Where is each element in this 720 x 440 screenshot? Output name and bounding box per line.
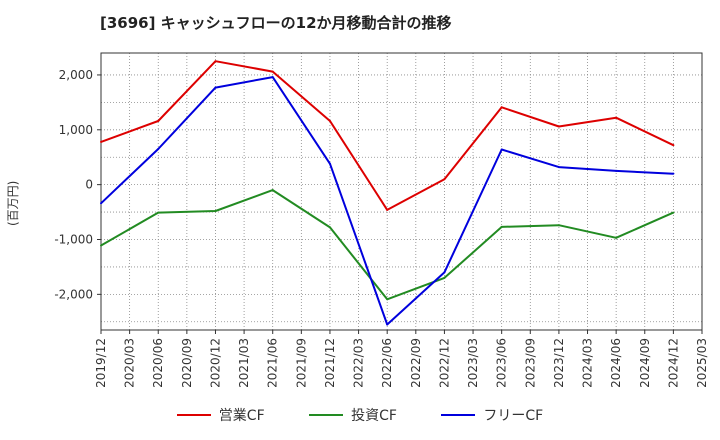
x-tick-label: 2023/03 [466,338,480,388]
data-point-0 [271,70,274,73]
data-point-1 [557,224,560,227]
x-tick-label: 2021/06 [266,338,280,388]
data-point-2 [672,172,675,175]
data-point-2 [386,323,389,326]
legend: 営業CF 投資CF フリーCF [0,404,720,425]
data-point-0 [500,106,503,109]
x-tick-label: 2022/12 [437,338,451,388]
data-point-1 [615,236,618,239]
x-tick-label: 2022/06 [380,338,394,388]
x-tick-label: 2023/12 [552,338,566,388]
x-tick-label: 2020/03 [123,338,137,388]
data-point-1 [672,211,675,214]
data-point-2 [271,76,274,79]
legend-label-investing-cf: 投資CF [351,408,397,424]
data-point-0 [443,178,446,181]
legend-swatch-free-cf [441,414,476,416]
data-point-2 [100,202,102,205]
data-point-1 [328,226,331,229]
chart-title: [3696] キャッシュフローの12か月移動合計の推移 [100,14,452,32]
data-point-0 [615,116,618,119]
data-point-0 [157,120,160,123]
data-point-1 [386,298,389,301]
x-tick-label: 2024/06 [609,338,623,388]
data-point-0 [214,60,217,63]
x-tick-label: 2024/03 [581,338,595,388]
data-point-2 [443,271,446,274]
legend-label-free-cf: フリーCF [483,408,544,424]
x-tick-label: 2021/09 [294,338,308,388]
data-point-0 [672,144,675,147]
data-point-0 [386,208,389,211]
x-tick-label: 2019/12 [94,338,108,388]
y-tick-label: 1,000 [59,123,93,137]
data-point-2 [328,162,331,165]
legend-swatch-operating-cf [176,414,211,416]
plot-area [101,53,702,330]
data-point-0 [557,125,560,128]
x-tick-label: 2023/09 [523,338,537,388]
x-tick-label: 2020/12 [208,338,222,388]
data-point-1 [100,244,102,247]
x-tick-label: 2024/12 [666,338,680,388]
data-point-0 [100,140,102,143]
x-tick-label: 2025/03 [695,338,709,388]
line-chart: 2,000 1,000 0 -1,000 -2,000 2019/12 2020/03 202… [54,52,709,388]
y-tick-label: 0 [85,178,93,192]
legend-item-free-cf: フリーCF [441,405,543,425]
data-point-2 [214,86,217,89]
x-tick-label: 2020/09 [180,338,194,388]
y-tick-label: -2,000 [54,287,93,301]
x-tick-label: 2021/12 [323,338,337,388]
data-point-2 [500,148,503,151]
data-point-2 [557,166,560,169]
x-tick-label: 2021/03 [237,338,251,388]
plot-border [100,52,703,331]
legend-item-operating-cf: 営業CF [176,405,265,425]
data-point-1 [500,225,503,228]
x-tick-label: 2022/03 [352,338,366,388]
legend-swatch-investing-cf [309,414,344,416]
data-point-1 [214,209,217,212]
legend-label-operating-cf: 営業CF [218,408,265,424]
legend-item-investing-cf: 投資CF [309,405,397,425]
y-tick-label: -1,000 [54,232,93,246]
y-tick-label: 2,000 [59,68,93,82]
x-tick-label: 2020/06 [151,338,165,388]
data-point-1 [157,211,160,214]
data-point-2 [615,169,618,172]
x-tick-label: 2024/09 [638,338,652,388]
x-tick-label: 2022/09 [409,338,423,388]
data-point-1 [271,189,274,192]
data-point-1 [443,276,446,279]
data-point-2 [157,147,160,150]
x-tick-label: 2023/06 [495,338,509,388]
data-point-0 [328,120,331,123]
